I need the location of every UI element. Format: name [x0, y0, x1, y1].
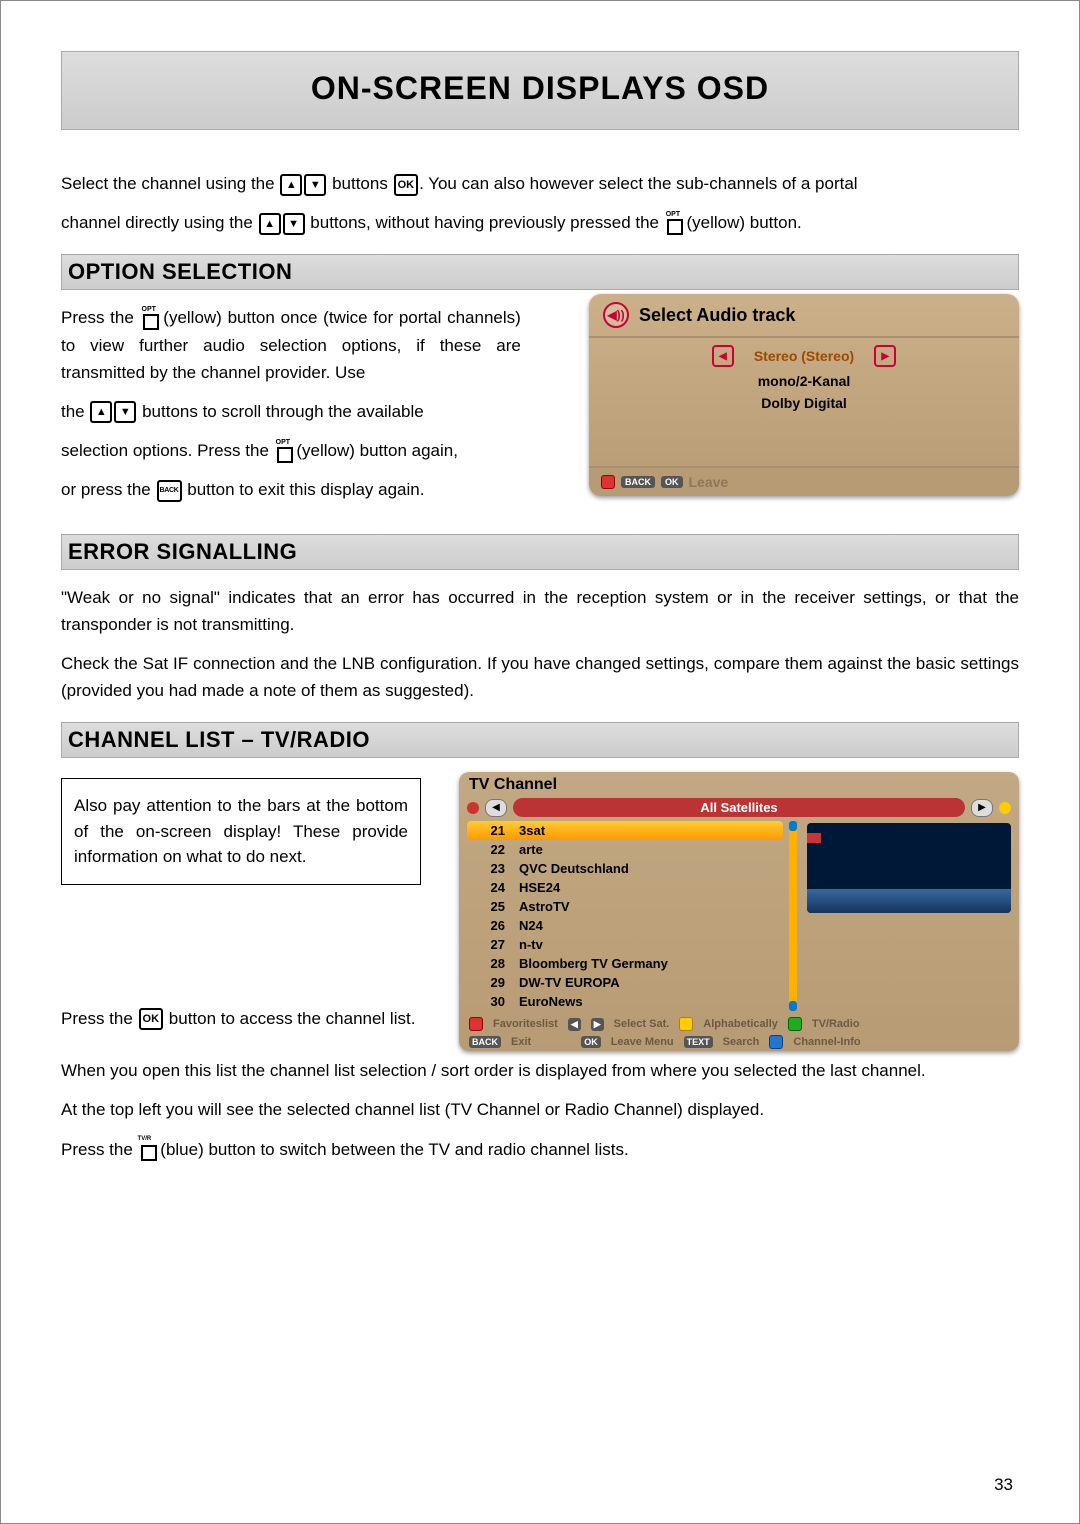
speaker-icon: ◀)) [603, 302, 629, 328]
ok-pill: OK [661, 476, 683, 488]
sat-label[interactable]: All Satellites [513, 798, 965, 817]
channel-row[interactable]: 26N24 [467, 916, 783, 935]
osd-sat-bar: ◀ All Satellites ▶ [467, 798, 1011, 817]
green-dot-icon [788, 1017, 802, 1031]
error-p2: Check the Sat IF connection and the LNB … [61, 650, 1019, 704]
page-number: 33 [994, 1475, 1013, 1495]
red-dot-icon [601, 475, 615, 489]
text-pill: TEXT [684, 1036, 713, 1048]
option-p1: Press the (yellow) button once (twice fo… [61, 304, 521, 386]
opt-yellow-button-icon [140, 308, 158, 330]
channel-row[interactable]: 30EuroNews [467, 992, 783, 1011]
channel-scrollbar[interactable] [789, 821, 797, 1011]
channel-row-selected[interactable]: 213sat [467, 821, 783, 840]
right-nub[interactable]: ▶ [971, 799, 993, 817]
left-pill-icon: ◀ [568, 1018, 581, 1031]
preview-ribbon-icon [807, 833, 821, 843]
intro-line-2: channel directly using the ▲▼ buttons, w… [61, 209, 1019, 236]
page-title: ON-SCREEN DISPLAYS OSD [61, 51, 1019, 130]
option-row: Press the (yellow) button once (twice fo… [61, 304, 1019, 515]
channel-row: Also pay attention to the bars at the bo… [61, 772, 1019, 1051]
option-p4: or press the BACK button to exit this di… [61, 476, 521, 503]
channel-row[interactable]: 29DW-TV EUROPA [467, 973, 783, 992]
channel-preview [807, 823, 1011, 913]
intro-line-1: Select the channel using the ▲▼ buttons … [61, 170, 1019, 197]
channel-row[interactable]: 23QVC Deutschland [467, 859, 783, 878]
channel-after-1: When you open this list the channel list… [61, 1057, 1019, 1084]
opt-yellow-button-icon [664, 213, 682, 235]
preview-info-bar [807, 889, 1011, 913]
osd-tv-head: TV Channel [459, 772, 1019, 796]
osd-audio-title: Select Audio track [639, 305, 795, 326]
channel-row[interactable]: 25AstroTV [467, 897, 783, 916]
red-dot-icon [469, 1017, 483, 1031]
osd-audio-list: ◀ Stereo (Stereo) ▶ mono/2-Kanal Dolby D… [589, 338, 1019, 466]
osd-tv-channel: TV Channel ◀ All Satellites ▶ 213sat 22a… [459, 772, 1019, 1051]
section-channel-title: CHANNEL LIST – TV/RADIO [61, 722, 1019, 758]
left-nub[interactable]: ◀ [485, 799, 507, 817]
ok-key: OK [139, 1008, 164, 1030]
audio-option-label: mono/2-Kanal [758, 373, 851, 389]
back-key: BACK [157, 480, 182, 502]
opt-yellow-button-icon [274, 441, 292, 463]
channel-after-3: Press the (blue) button to switch betwee… [61, 1136, 1019, 1163]
red-dot-icon [467, 802, 479, 814]
down-key: ▼ [283, 213, 305, 235]
channel-row[interactable]: 22arte [467, 840, 783, 859]
up-key: ▲ [280, 174, 302, 196]
audio-option-selected[interactable]: ◀ Stereo (Stereo) ▶ [601, 342, 1007, 370]
yellow-dot-icon [679, 1017, 693, 1031]
up-key: ▲ [259, 213, 281, 235]
osd-audio-track: ◀)) Select Audio track ◀ Stereo (Stereo)… [589, 294, 1019, 496]
back-pill: BACK [469, 1036, 501, 1048]
back-pill: BACK [621, 476, 655, 488]
press-ok-line: Press the OK button to access the channe… [61, 1005, 425, 1032]
tvr-blue-button-icon [138, 1139, 156, 1161]
channel-list: 213sat 22arte 23QVC Deutschland 24HSE24 … [467, 821, 783, 1011]
audio-option-label: Dolby Digital [761, 395, 847, 411]
channel-row[interactable]: 24HSE24 [467, 878, 783, 897]
section-option-title: OPTION SELECTION [61, 254, 1019, 290]
right-arrow-icon[interactable]: ▶ [874, 345, 896, 367]
option-p3: selection options. Press the (yellow) bu… [61, 437, 521, 464]
info-dot-icon [769, 1035, 783, 1049]
osd-tv-hintbar-2: BACKExit OKLeave Menu TEXTSearch Channel… [459, 1033, 1019, 1051]
audio-option-label: Stereo (Stereo) [754, 348, 854, 364]
audio-option[interactable]: Dolby Digital [601, 392, 1007, 414]
section-error-title: ERROR SIGNALLING [61, 534, 1019, 570]
option-p2: the ▲▼ buttons to scroll through the ava… [61, 398, 521, 425]
ok-pill: OK [581, 1036, 601, 1048]
up-key: ▲ [90, 401, 112, 423]
left-arrow-icon[interactable]: ◀ [712, 345, 734, 367]
yellow-dot-icon [999, 802, 1011, 814]
channel-row[interactable]: 27n-tv [467, 935, 783, 954]
leave-label: Leave [689, 474, 729, 490]
down-key: ▼ [114, 401, 136, 423]
error-p1: "Weak or no signal" indicates that an er… [61, 584, 1019, 638]
channel-row[interactable]: 28Bloomberg TV Germany [467, 954, 783, 973]
down-key: ▼ [304, 174, 326, 196]
right-pill-icon: ▶ [591, 1018, 604, 1031]
channel-after-2: At the top left you will see the selecte… [61, 1096, 1019, 1123]
manual-page: ON-SCREEN DISPLAYS OSD Select the channe… [0, 0, 1080, 1524]
osd-audio-footer: BACK OK Leave [589, 466, 1019, 496]
ok-key: OK [394, 174, 419, 196]
osd-tv-hintbar-1: Favoriteslist ◀▶Select Sat. Alphabetical… [459, 1015, 1019, 1033]
info-box: Also pay attention to the bars at the bo… [61, 778, 421, 885]
audio-option[interactable]: mono/2-Kanal [601, 370, 1007, 392]
